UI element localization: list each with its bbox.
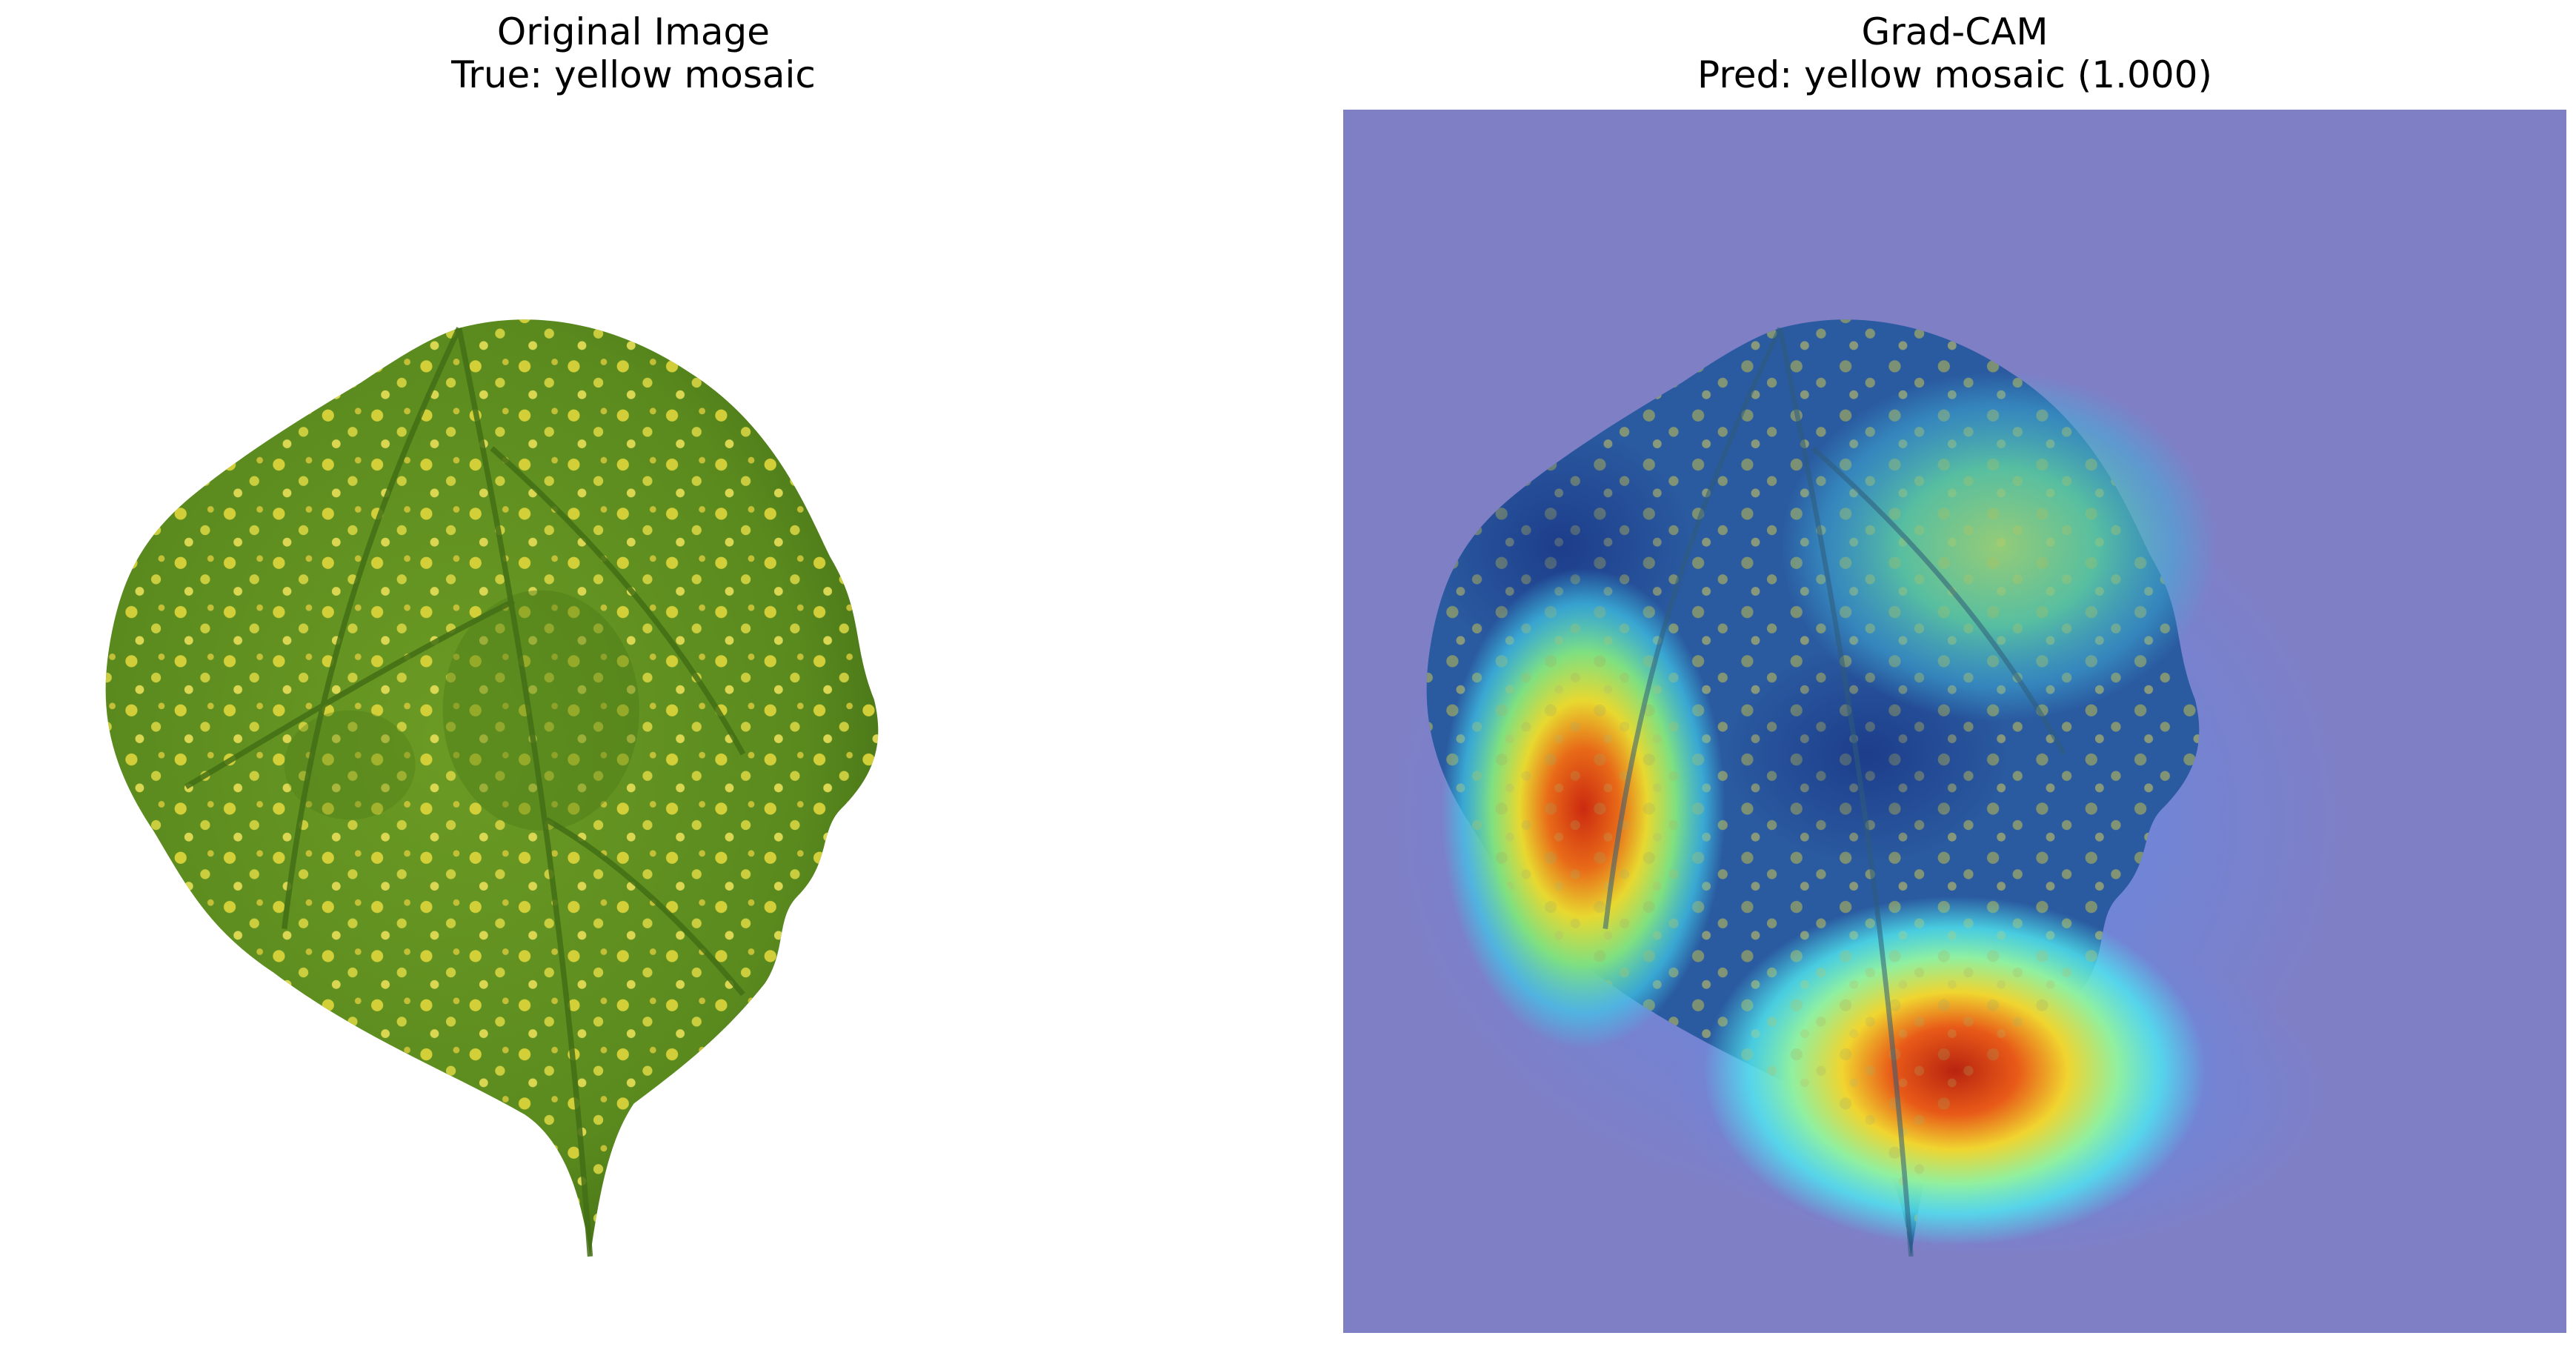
- leaf-photo: [22, 110, 1245, 1333]
- title-line-1: Grad-CAM: [1861, 10, 2049, 53]
- original-image-title: Original Image True: yellow mosaic: [0, 10, 1267, 96]
- title-line-2: Pred: yellow mosaic (1.000): [1697, 53, 2212, 96]
- title-line-2: True: yellow mosaic: [451, 53, 816, 96]
- leaf-photo-svg: [105, 319, 879, 1257]
- gradcam-heatmap-overlay: [1343, 110, 2566, 1333]
- gradcam-title: Grad-CAM Pred: yellow mosaic (1.000): [1343, 10, 2566, 96]
- leaf-veins: [184, 327, 746, 1257]
- original-image-panel: Original Image True: yellow mosaic: [0, 0, 1274, 1347]
- leaf-shape: [105, 319, 879, 1257]
- title-line-1: Original Image: [496, 10, 771, 53]
- gradcam-panel: Grad-CAM Pred: yellow mosaic (1.000): [1274, 0, 2576, 1347]
- gradcam-svg: [1343, 110, 2566, 1333]
